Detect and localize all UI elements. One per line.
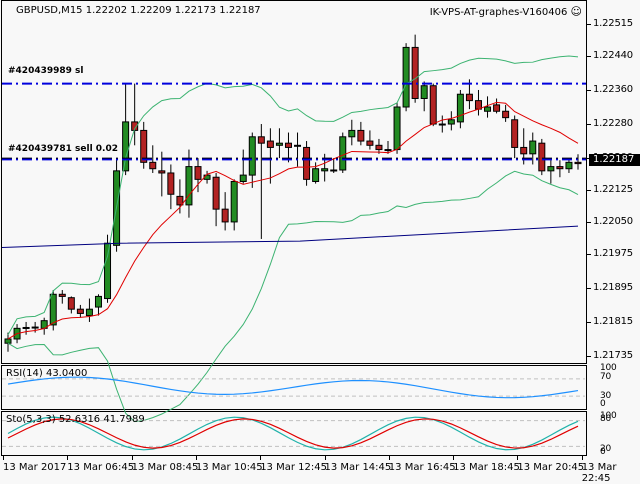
sto-level-100: 100 bbox=[600, 411, 617, 421]
sto-level-0: 0 bbox=[600, 447, 606, 457]
price-tick bbox=[587, 190, 591, 191]
expert-name: IK-VPS-AT-graphes-V160406 ☺ bbox=[430, 5, 582, 18]
price-tick-label: 1.22515 bbox=[593, 18, 633, 29]
time-tick-label: 13 Mar 16:45 bbox=[388, 462, 456, 473]
rsi-level-100: 100 bbox=[600, 363, 617, 373]
price-tick-label: 1.22360 bbox=[593, 83, 633, 95]
rsi-level-0: 0 bbox=[600, 399, 606, 409]
price-tick-label: 1.21975 bbox=[593, 247, 633, 259]
time-tick-label: 13 Mar 2017 bbox=[3, 462, 67, 473]
price-tick-label: 1.21735 bbox=[593, 350, 633, 361]
price-tick bbox=[587, 89, 591, 91]
sell-order-label[interactable]: #420439781 sell 0.02 bbox=[8, 144, 119, 154]
time-tick-label: 13 Mar 12:45 bbox=[260, 462, 327, 473]
stochastic-label: Sto(5,3,3) 52.6316 41.7989 bbox=[6, 414, 145, 425]
smiley-icon[interactable]: ☺ bbox=[570, 5, 582, 18]
time-tick-label: 13 Mar 06:45 bbox=[67, 462, 135, 473]
rsi-level-30: 30 bbox=[600, 391, 612, 401]
price-tick bbox=[587, 221, 591, 223]
time-tick-label: 13 Mar 22:45 bbox=[581, 462, 617, 484]
price-tick-label: 1.21895 bbox=[593, 281, 633, 293]
price-tick-label: 1.21815 bbox=[593, 315, 633, 327]
price-tick bbox=[587, 24, 591, 25]
sto-level-20: 20 bbox=[600, 444, 612, 454]
price-tick-label: 1.22125 bbox=[593, 184, 633, 195]
price-tick bbox=[587, 356, 591, 357]
price-tick bbox=[587, 253, 591, 255]
time-tick-label: 13 Mar 18:45 bbox=[453, 462, 520, 473]
rsi-level-70: 70 bbox=[600, 372, 612, 382]
time-tick-label: 13 Mar 10:45 bbox=[195, 462, 263, 473]
rsi-label: RSI(14) 43.0400 bbox=[6, 368, 88, 379]
sto-level-80: 80 bbox=[600, 414, 612, 424]
time-tick-label: 13 Mar 14:45 bbox=[324, 462, 392, 473]
price-tick bbox=[587, 287, 591, 289]
time-tick-label: 13 Mar 08:45 bbox=[131, 462, 199, 473]
price-tick-label: 1.22280 bbox=[593, 118, 633, 130]
current-price-label: 1.22187 bbox=[589, 154, 640, 166]
price-tick bbox=[587, 55, 591, 57]
symbol-info: GBPUSD,M15 1.22202 1.22209 1.22173 1.221… bbox=[16, 5, 261, 16]
price-tick-label: 1.22050 bbox=[593, 215, 633, 227]
time-tick-label: 13 Mar 20:45 bbox=[517, 462, 585, 473]
price-tick-label: 1.22440 bbox=[593, 49, 633, 61]
price-tick bbox=[587, 321, 591, 323]
expert-label: IK-VPS-AT-graphes-V160406 bbox=[429, 7, 568, 18]
sl-order-label[interactable]: #420439989 sl bbox=[8, 66, 84, 76]
price-tick bbox=[587, 124, 591, 126]
